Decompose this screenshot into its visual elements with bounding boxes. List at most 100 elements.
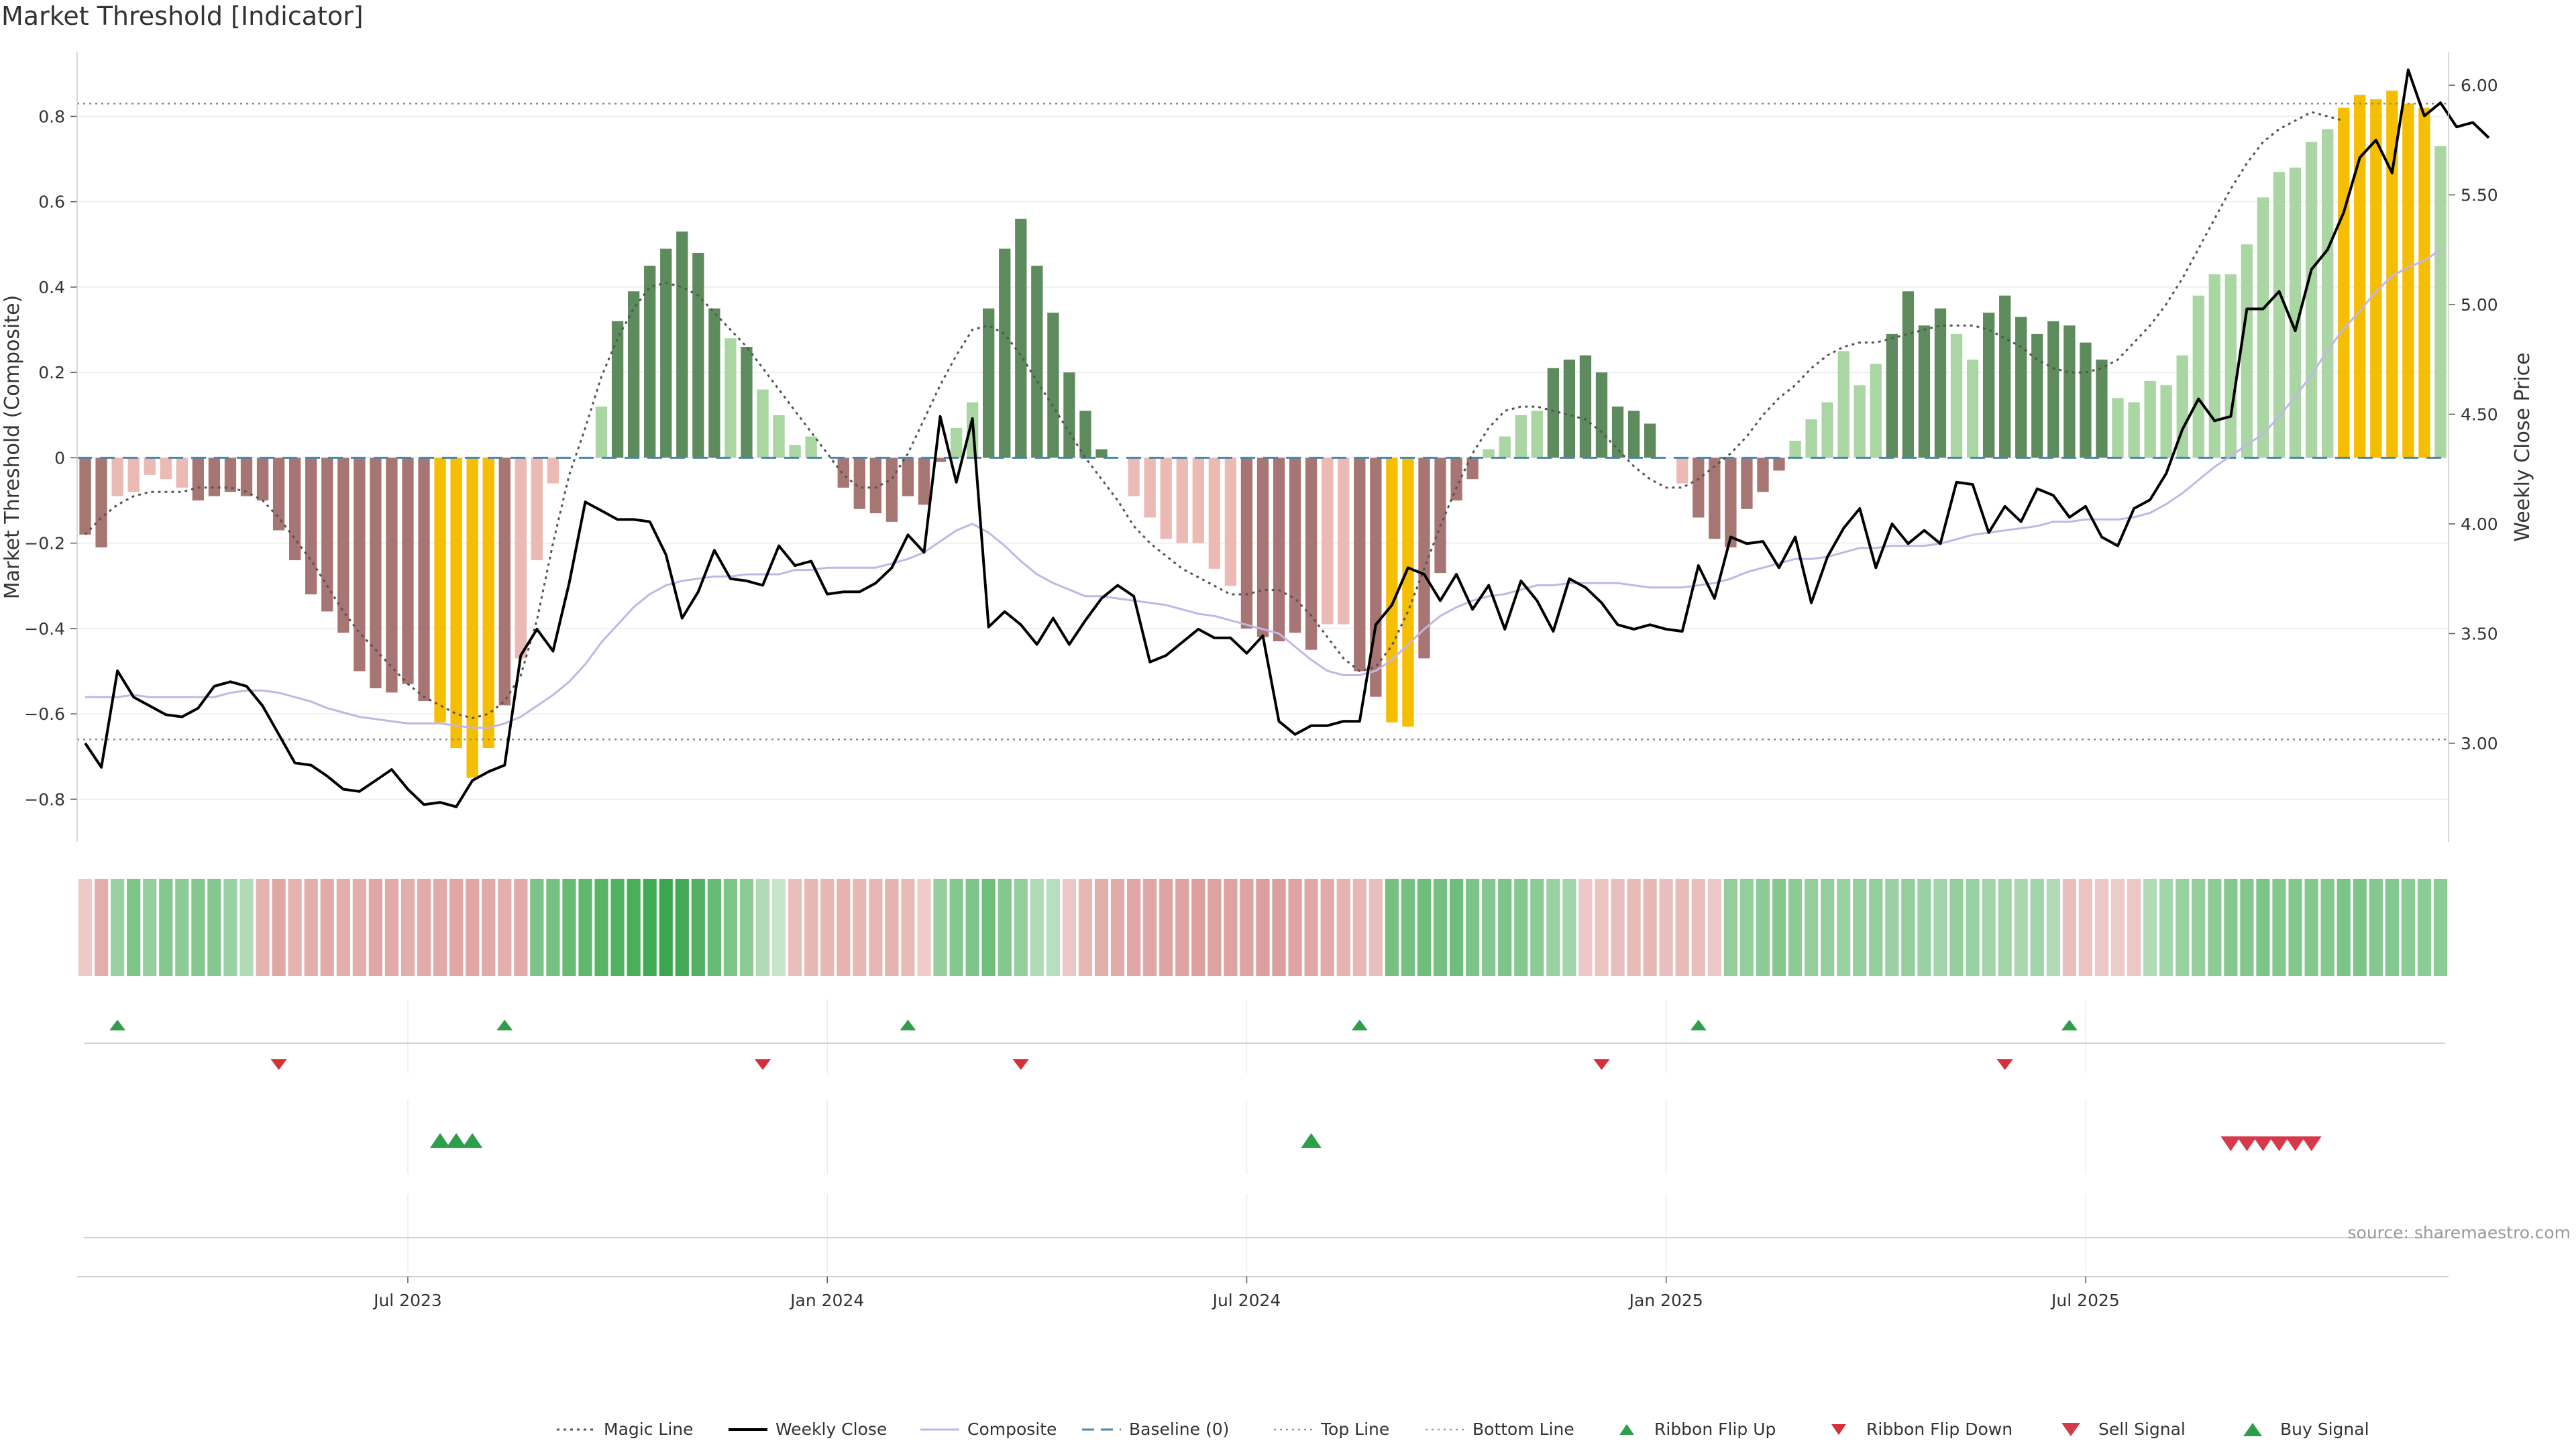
legend-label: Composite <box>967 1419 1057 1439</box>
ribbon-flip-up-marker <box>1690 1020 1707 1030</box>
ribbon-cell <box>691 879 705 976</box>
composite-bar <box>2305 142 2318 458</box>
ribbon-cell <box>417 879 431 976</box>
series-lines <box>77 68 2490 808</box>
composite-bar <box>2063 325 2076 458</box>
ribbon-flip-down-marker <box>755 1059 771 1070</box>
composite-bar <box>434 458 446 722</box>
y-right-tick-label: 3.50 <box>2461 624 2498 643</box>
ribbon-cell <box>1595 879 1609 976</box>
composite-bar <box>1854 385 1866 458</box>
composite-bar <box>1015 219 1027 458</box>
composite-bar <box>2321 129 2334 458</box>
composite-bar <box>354 458 366 672</box>
composite-bar <box>999 248 1011 458</box>
composite-bar <box>1644 423 1656 458</box>
ribbon-cell <box>2078 879 2093 976</box>
ribbon-cell <box>352 879 366 976</box>
composite-bar <box>1466 458 1479 480</box>
composite-bar <box>1192 458 1204 543</box>
ribbon-cell <box>304 879 318 976</box>
composite-bar <box>885 458 898 522</box>
ribbon-cell <box>659 879 673 976</box>
ribbon-cell <box>723 879 738 976</box>
composite-bar <box>192 458 205 501</box>
y-tick-label: −0.6 <box>24 704 65 724</box>
composite-bar <box>627 291 640 458</box>
composite-bar <box>2112 398 2124 458</box>
ribbon-cell <box>675 879 689 976</box>
ribbon-cell <box>610 879 625 976</box>
ribbon-flip-panel <box>84 1000 2445 1073</box>
composite-bar <box>1934 308 1947 458</box>
composite-bar <box>869 458 882 514</box>
ribbon-cell <box>546 879 560 976</box>
ribbon-cell <box>1933 879 1947 976</box>
composite-bar <box>1386 458 1398 722</box>
ribbon-cell <box>175 879 189 976</box>
composite-bar <box>2418 107 2430 458</box>
composite-bar <box>2289 167 2302 458</box>
ribbon-cell <box>1691 879 1705 976</box>
composite-bar <box>1837 351 1849 458</box>
legend-swatch <box>1619 1424 1634 1435</box>
signal-panel <box>84 1100 2445 1271</box>
composite-bar <box>1370 458 1382 697</box>
ribbon-cell <box>1707 879 1721 976</box>
composite-bar <box>853 458 865 509</box>
ribbon-cell <box>530 879 544 976</box>
composite-bar <box>1256 458 1269 637</box>
composite-bar <box>208 458 221 496</box>
ribbon-cell <box>2159 879 2174 976</box>
composite-bar <box>773 415 785 458</box>
composite-bar <box>1418 458 1430 659</box>
composite-bar <box>531 458 543 561</box>
ribbon-cell <box>514 879 528 976</box>
composite-bar <box>1918 325 1931 458</box>
legend-swatch <box>2061 1423 2080 1436</box>
legend-swatch <box>1831 1424 1846 1435</box>
x-tick-label: Jan 2024 <box>789 1291 864 1310</box>
ribbon-flip-up-marker <box>900 1020 916 1030</box>
ribbon-cell <box>272 879 286 976</box>
ribbon-cell <box>2014 879 2028 976</box>
ribbon-cell <box>111 879 125 976</box>
ribbon-cell <box>336 879 350 976</box>
ribbon-cell <box>804 879 818 976</box>
ribbon-cell <box>191 879 205 976</box>
ribbon-cell <box>643 879 657 976</box>
ribbon-cell <box>2417 879 2432 976</box>
buy-signal-marker <box>446 1133 467 1148</box>
composite-bar <box>692 253 704 458</box>
ribbon-cell <box>498 879 512 976</box>
ribbon-cell <box>320 879 334 976</box>
composite-bar <box>2386 91 2398 458</box>
ribbon-cell <box>1094 879 1109 976</box>
ribbon-cell <box>1643 879 1657 976</box>
composite-bar <box>466 458 478 778</box>
ribbon-cell <box>1659 879 1673 976</box>
composite-bar <box>2208 274 2220 458</box>
ribbon-cell <box>1917 879 1931 976</box>
ribbon-cell <box>901 879 915 976</box>
composite-bar <box>1208 458 1221 569</box>
ribbon-cell <box>2433 879 2448 976</box>
ribbon-cell <box>707 879 721 976</box>
ribbon-cell <box>207 879 221 976</box>
composite-bar <box>240 458 253 496</box>
ribbon-cell <box>288 879 302 976</box>
composite-bar <box>144 458 156 475</box>
composite-bar <box>1240 458 1253 629</box>
composite-bar <box>2241 244 2253 458</box>
legend-label: Bottom Line <box>1472 1419 1574 1439</box>
legend-label: Ribbon Flip Down <box>1866 1419 2012 1439</box>
ribbon-cell <box>2208 879 2222 976</box>
composite-bar <box>321 458 333 612</box>
ribbon-cell <box>1982 879 1996 976</box>
ribbon-cell <box>2385 879 2399 976</box>
ribbon-cell <box>594 879 608 976</box>
composite-bar <box>386 458 398 693</box>
composite-bar <box>1047 313 1059 458</box>
composite-bar <box>1563 360 1576 458</box>
composite-bar <box>1483 449 1495 458</box>
